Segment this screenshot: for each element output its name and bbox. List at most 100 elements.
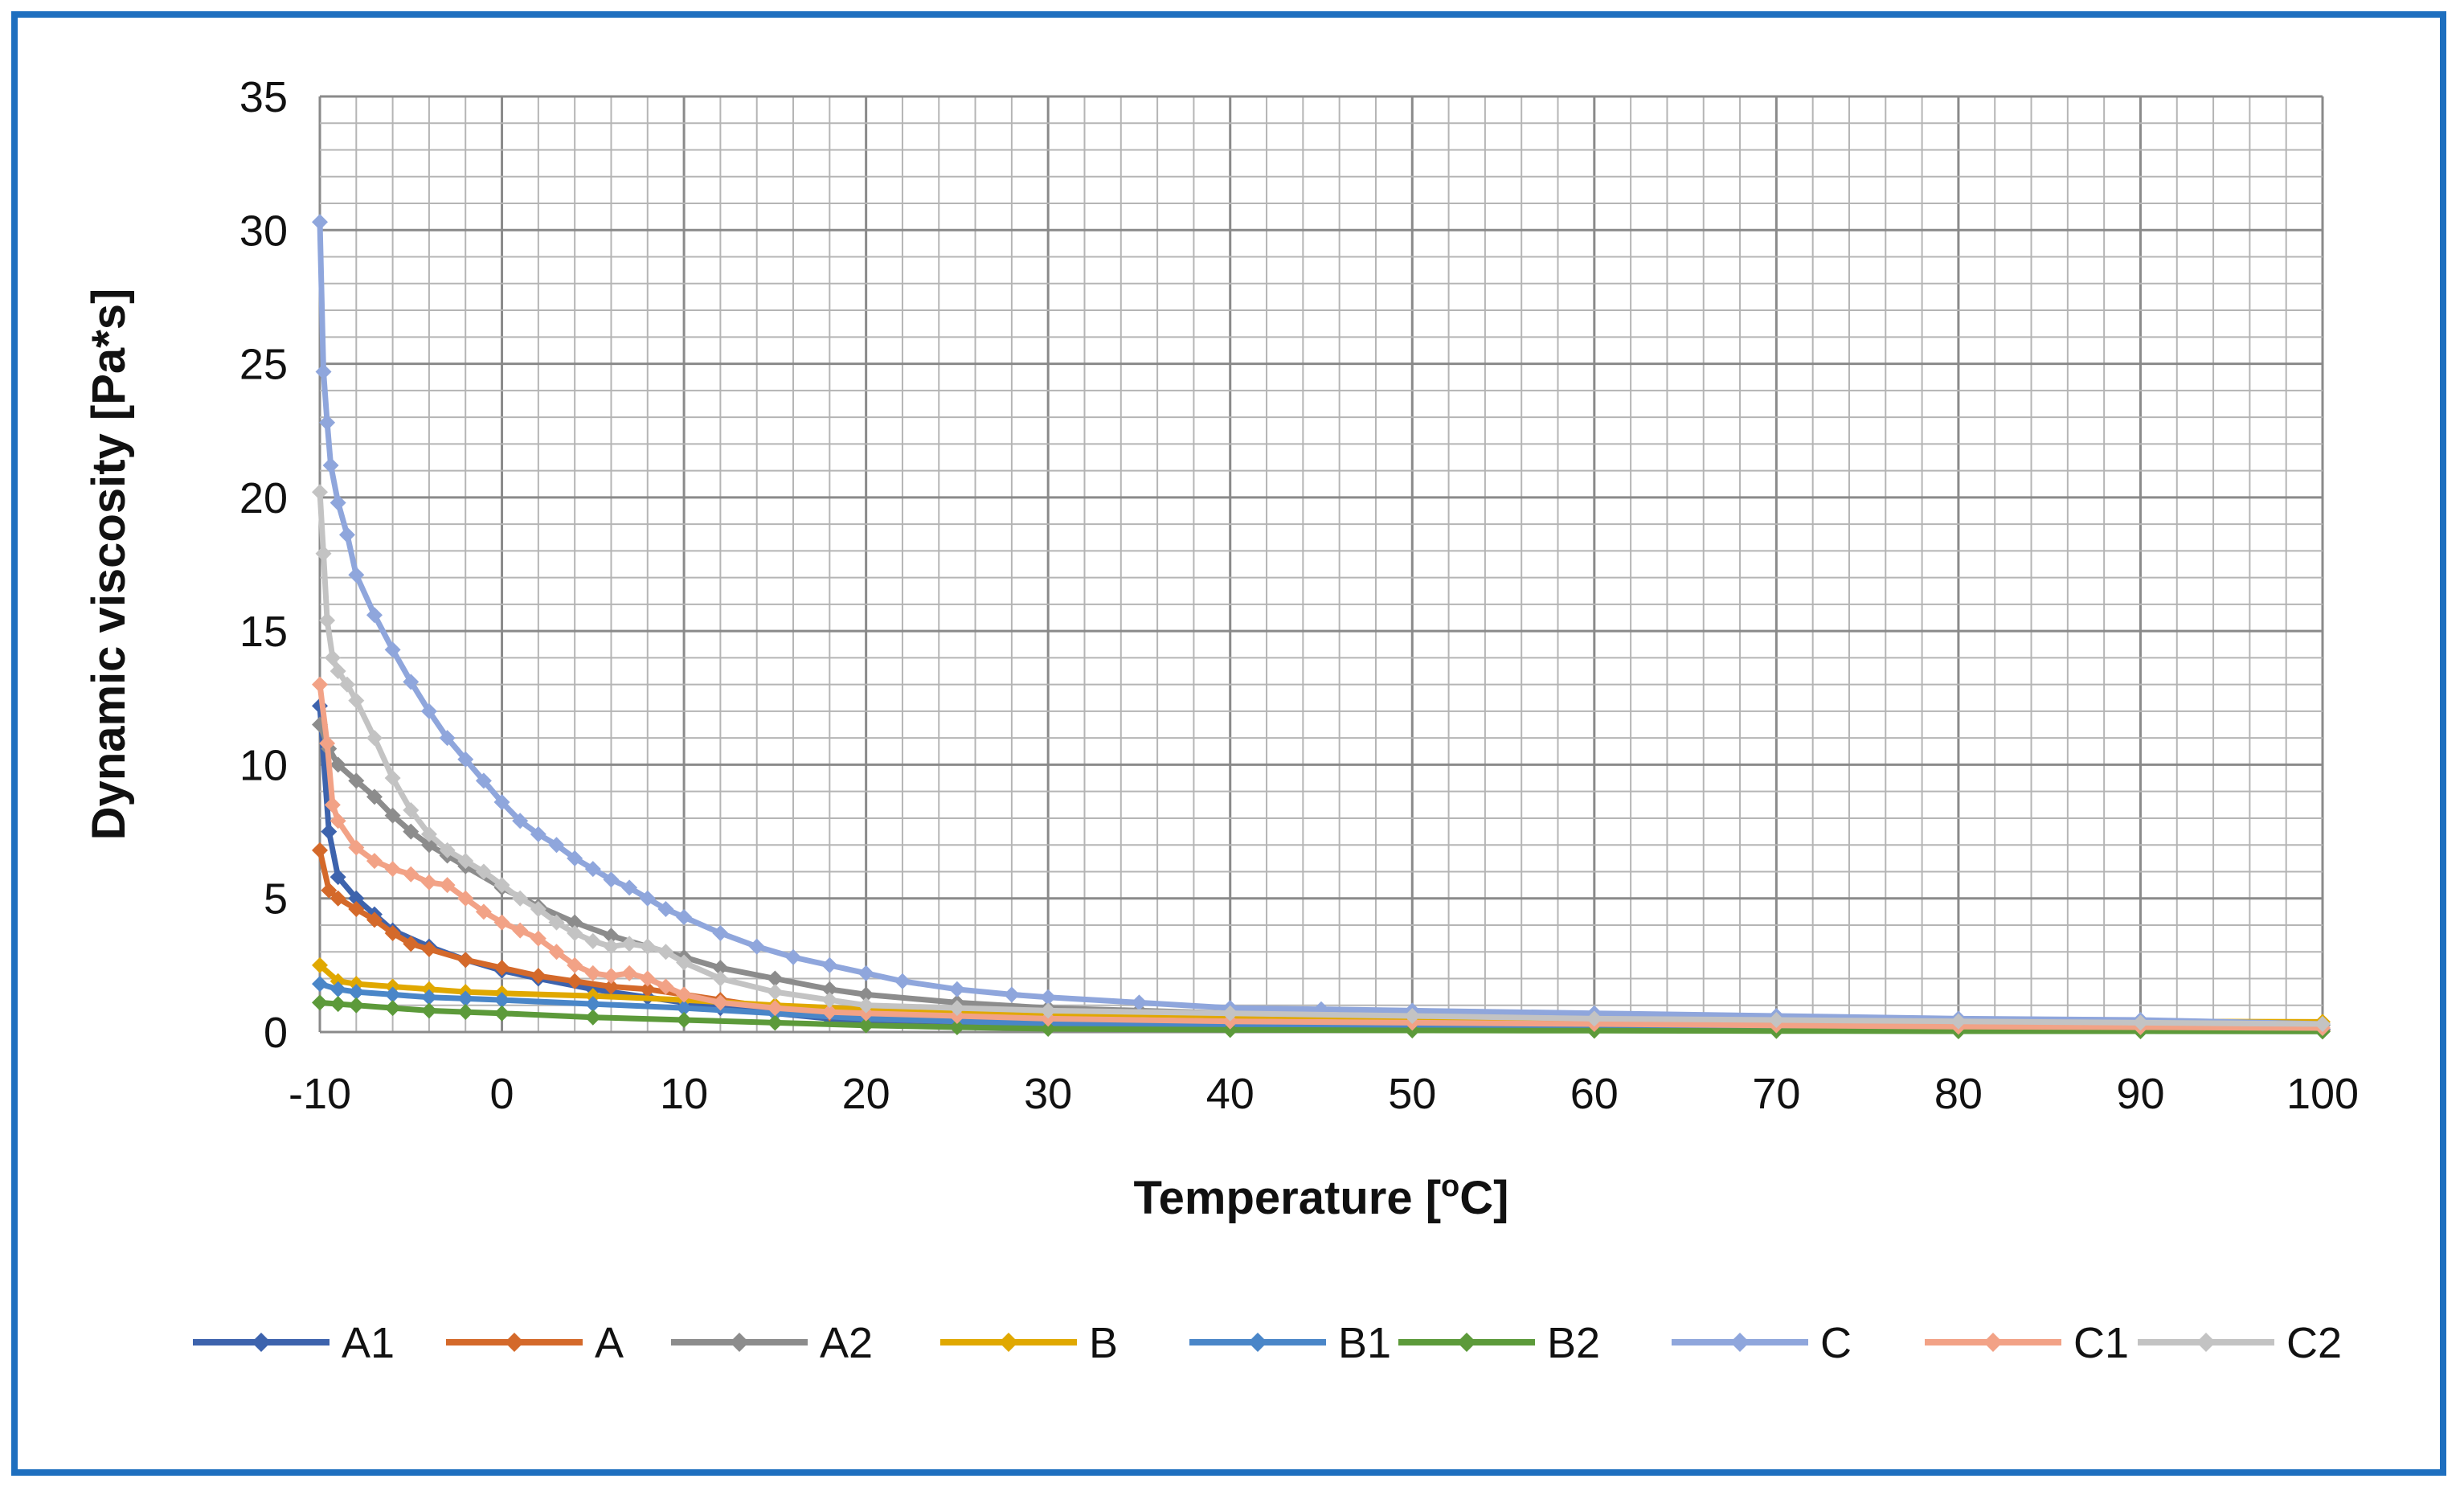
data-point-c — [403, 674, 420, 690]
data-point-a2 — [712, 960, 729, 977]
data-point-a1 — [348, 890, 365, 907]
data-point-c — [857, 965, 874, 981]
data-point-c1 — [457, 890, 474, 907]
legend-item-b: B — [940, 1319, 1118, 1367]
x-tick-label: 0 — [490, 1070, 514, 1118]
data-point-b2 — [329, 996, 346, 1013]
data-point-c1 — [821, 1004, 838, 1021]
data-point-c2 — [621, 936, 638, 952]
data-point-b1 — [329, 981, 346, 997]
data-point-c — [338, 526, 355, 543]
legend-label-c: C — [1820, 1319, 1852, 1367]
data-point-c2 — [403, 801, 420, 818]
data-point-b1 — [676, 1000, 693, 1017]
data-point-c2 — [548, 914, 565, 931]
data-point-c1 — [676, 986, 693, 1003]
legend-marker-b1 — [1248, 1333, 1267, 1352]
data-point-c — [1040, 989, 1057, 1006]
data-point-c2 — [712, 970, 729, 987]
data-point-c2 — [315, 545, 332, 562]
x-tick-label: 80 — [1934, 1070, 1983, 1118]
data-point-c2 — [420, 825, 437, 842]
data-point-c — [384, 641, 401, 658]
data-point-b2 — [384, 1000, 401, 1017]
data-point-b2 — [584, 1009, 601, 1026]
data-point-c2 — [567, 924, 583, 941]
data-point-c2 — [1404, 1008, 1421, 1025]
data-point-c1 — [324, 797, 341, 813]
y-axis-title: Dynamic viscosity [Pa*s] — [83, 289, 135, 841]
data-point-b1 — [420, 989, 437, 1006]
data-point-c1 — [603, 968, 620, 985]
data-point-c2 — [348, 692, 365, 709]
series-line-a1 — [317, 706, 2323, 1034]
y-tick-label: 10 — [239, 741, 288, 789]
data-point-c2 — [639, 938, 656, 955]
legend-marker-a2 — [730, 1333, 749, 1352]
data-point-c1 — [475, 903, 492, 920]
data-point-b1 — [584, 996, 601, 1013]
x-tick-label: 30 — [1024, 1070, 1072, 1118]
data-point-b2 — [1040, 1021, 1057, 1038]
data-point-c2 — [312, 484, 328, 501]
data-point-c — [420, 702, 437, 719]
data-point-c2 — [948, 1000, 965, 1017]
legend-item-b1: B1 — [1189, 1319, 1391, 1367]
data-point-c1 — [439, 877, 456, 894]
data-point-c2 — [329, 663, 346, 680]
data-point-c2 — [530, 901, 546, 918]
data-point-c2 — [366, 730, 383, 747]
data-point-a — [348, 901, 365, 918]
data-point-a — [420, 940, 437, 957]
data-point-c — [457, 751, 474, 768]
x-tick-label: 40 — [1206, 1070, 1255, 1118]
data-point-c — [319, 414, 336, 431]
data-point-c2 — [512, 890, 529, 907]
x-tick-label: -10 — [289, 1070, 351, 1118]
data-point-c2 — [324, 649, 341, 666]
data-point-a — [457, 952, 474, 969]
y-tick-label: 5 — [264, 875, 288, 924]
legend-item-b2: B2 — [1398, 1319, 1600, 1367]
data-point-b2 — [312, 994, 328, 1011]
data-point-b2 — [493, 1005, 510, 1022]
data-point-b1 — [384, 986, 401, 1003]
legend-item-c1: C1 — [1925, 1319, 2129, 1367]
data-point-c1 — [319, 735, 336, 752]
data-point-c1 — [403, 866, 420, 883]
data-point-c1 — [548, 944, 565, 960]
data-point-c — [603, 871, 620, 888]
legend: A1 A A2 B B1 B2 C C1 C2 — [193, 1319, 2342, 1367]
data-point-c1 — [329, 813, 346, 829]
legend-marker-c2 — [2196, 1333, 2216, 1352]
data-point-c — [894, 973, 911, 989]
data-point-c — [322, 457, 339, 473]
data-point-c — [1003, 986, 1020, 1003]
legend-label-b1: B1 — [1338, 1319, 1391, 1367]
data-point-c2 — [384, 770, 401, 787]
data-point-c — [639, 890, 656, 907]
data-point-c2 — [1768, 1012, 1785, 1029]
data-point-a1 — [329, 869, 346, 886]
data-point-a — [366, 911, 383, 928]
data-point-c2 — [493, 877, 510, 894]
data-point-c1 — [493, 914, 510, 931]
data-point-c2 — [603, 938, 620, 955]
data-point-b2 — [676, 1012, 693, 1029]
legend-marker-c — [1730, 1333, 1750, 1352]
data-point-c — [548, 837, 565, 854]
data-point-a — [384, 924, 401, 941]
data-point-c — [821, 956, 838, 973]
y-tick-label: 0 — [264, 1009, 288, 1057]
data-point-a — [567, 973, 583, 989]
data-point-b1 — [348, 984, 365, 1001]
data-point-c2 — [1586, 1010, 1602, 1027]
series-layer — [312, 214, 2331, 1040]
legend-label-c2: C2 — [2286, 1319, 2342, 1367]
data-point-a2 — [403, 823, 420, 840]
x-tick-label: 10 — [660, 1070, 708, 1118]
data-point-b1 — [312, 976, 328, 993]
legend-item-a: A — [446, 1319, 624, 1367]
data-point-c2 — [1222, 1005, 1238, 1022]
series-line-c1 — [317, 684, 2323, 1031]
